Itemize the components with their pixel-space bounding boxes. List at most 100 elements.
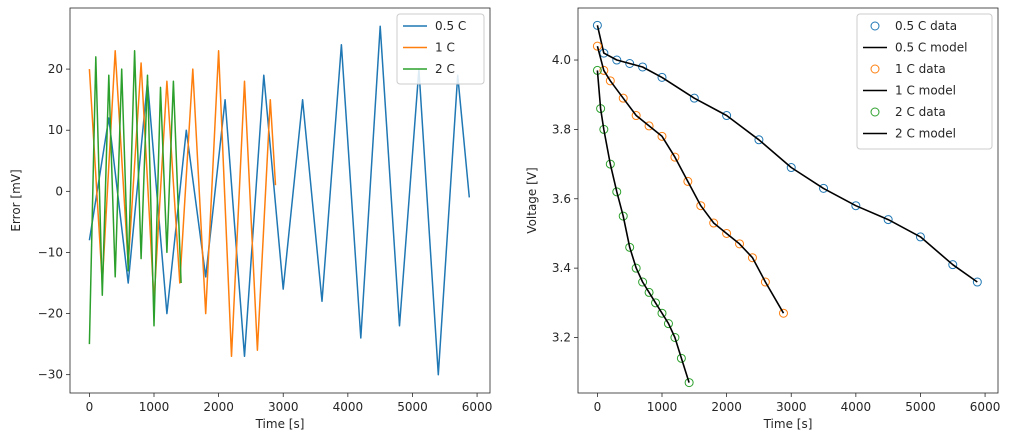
data-point bbox=[625, 242, 635, 252]
x-axis-label: Time [s] bbox=[255, 417, 305, 431]
data-point bbox=[644, 121, 654, 131]
data-point bbox=[605, 76, 615, 86]
error-plot: 0 1000 2000 3000 4000 5000 6000 −30 −20 −10 0 10 20 T… bbox=[9, 7, 493, 431]
data-point bbox=[722, 228, 732, 238]
y-tick-label: 20 bbox=[48, 62, 63, 76]
data-point bbox=[915, 232, 925, 242]
legend-label: 1 C data bbox=[895, 62, 946, 76]
series-line bbox=[88, 25, 471, 376]
legend-label: 0.5 C data bbox=[895, 19, 957, 33]
legend-label: 1 C model bbox=[895, 84, 956, 98]
data-point bbox=[670, 152, 680, 162]
x-tick-label: 2000 bbox=[203, 400, 234, 414]
data-point bbox=[625, 58, 635, 68]
data-point bbox=[689, 93, 699, 103]
x-tick-label: 0 bbox=[86, 400, 94, 414]
data-point bbox=[851, 201, 861, 211]
data-point bbox=[683, 176, 693, 186]
y-tick-label: 4.0 bbox=[552, 53, 571, 67]
data-point bbox=[722, 111, 732, 121]
y-tick-label: 3.8 bbox=[552, 122, 571, 136]
data-point bbox=[657, 131, 667, 141]
data-point bbox=[670, 333, 680, 343]
series-line bbox=[88, 50, 182, 345]
x-tick-label: 6000 bbox=[462, 400, 493, 414]
data-point bbox=[592, 20, 602, 30]
legend-marker bbox=[870, 21, 880, 31]
data-point bbox=[709, 218, 719, 228]
x-tick-label: 3000 bbox=[776, 400, 807, 414]
data-point bbox=[696, 201, 706, 211]
x-tick-label: 3000 bbox=[268, 400, 299, 414]
x-tick-label: 5000 bbox=[397, 400, 428, 414]
legend-box bbox=[396, 13, 485, 85]
legend-label: 0.5 C model bbox=[895, 41, 967, 55]
data-point bbox=[592, 41, 602, 51]
data-point bbox=[612, 187, 622, 197]
x-tick-label: 4000 bbox=[841, 400, 872, 414]
data-point bbox=[644, 287, 654, 297]
data-point bbox=[657, 308, 667, 318]
data-point bbox=[819, 183, 829, 193]
data-point bbox=[631, 263, 641, 273]
legend-marker bbox=[870, 64, 880, 74]
x-axis-label: Time [s] bbox=[763, 417, 813, 431]
data-point bbox=[883, 215, 893, 225]
data-point bbox=[599, 65, 609, 75]
legend-box bbox=[856, 13, 993, 150]
series-line bbox=[596, 70, 690, 383]
data-point bbox=[612, 55, 622, 65]
y-axis-label: Voltage [V] bbox=[525, 167, 539, 233]
data-point bbox=[747, 253, 757, 263]
series-line bbox=[596, 25, 978, 283]
plot-area bbox=[88, 25, 471, 376]
y-tick-label: −10 bbox=[38, 245, 63, 259]
data-point bbox=[663, 319, 673, 329]
axes-frame bbox=[69, 7, 491, 394]
axes-frame bbox=[577, 7, 999, 394]
y-tick-label: 0 bbox=[55, 184, 63, 198]
y-tick-label: −20 bbox=[38, 307, 63, 321]
legend-marker bbox=[870, 107, 880, 117]
data-point bbox=[754, 135, 764, 145]
y-tick-label: 3.6 bbox=[552, 192, 571, 206]
legend-label: 2 C model bbox=[895, 127, 956, 141]
data-point bbox=[972, 277, 982, 287]
data-point bbox=[638, 62, 648, 72]
data-point bbox=[618, 93, 628, 103]
voltage-plot: 0 1000 2000 3000 4000 5000 6000 3.2 3.4 3.6 3.8 4.0… bbox=[525, 7, 1001, 431]
data-point bbox=[631, 111, 641, 121]
data-point bbox=[676, 353, 686, 363]
x-tick-label: 4000 bbox=[333, 400, 364, 414]
y-axis-label: Error [mV] bbox=[9, 169, 23, 231]
data-point bbox=[638, 277, 648, 287]
data-point bbox=[684, 378, 694, 388]
series-line bbox=[88, 50, 277, 358]
data-point bbox=[778, 308, 788, 318]
data-point bbox=[786, 163, 796, 173]
y-tick-label: −30 bbox=[38, 368, 63, 382]
plot-area bbox=[592, 20, 982, 388]
legend-label: 0.5 C bbox=[435, 19, 466, 33]
data-point bbox=[657, 72, 667, 82]
legend-label: 2 C bbox=[435, 62, 455, 76]
x-tick-label: 1000 bbox=[139, 400, 170, 414]
x-tick-label: 0 bbox=[594, 400, 602, 414]
data-point bbox=[948, 260, 958, 270]
y-tick-label: 3.4 bbox=[552, 261, 571, 275]
data-point bbox=[651, 298, 661, 308]
data-point bbox=[735, 239, 745, 249]
series-line bbox=[596, 45, 785, 314]
data-point bbox=[760, 277, 770, 287]
x-tick-label: 1000 bbox=[647, 400, 678, 414]
legend-label: 1 C bbox=[435, 41, 455, 55]
x-tick-label: 2000 bbox=[711, 400, 742, 414]
x-tick-label: 5000 bbox=[905, 400, 936, 414]
legend-label: 2 C data bbox=[895, 105, 946, 119]
legend: 0.5 C 1 C 2 C bbox=[396, 13, 485, 85]
y-tick-label: 10 bbox=[48, 123, 63, 137]
legend: 0.5 C data 0.5 C model 1 C data 1 C model 2 … bbox=[856, 13, 993, 150]
x-tick-label: 6000 bbox=[970, 400, 1001, 414]
y-tick-label: 3.2 bbox=[552, 331, 571, 345]
